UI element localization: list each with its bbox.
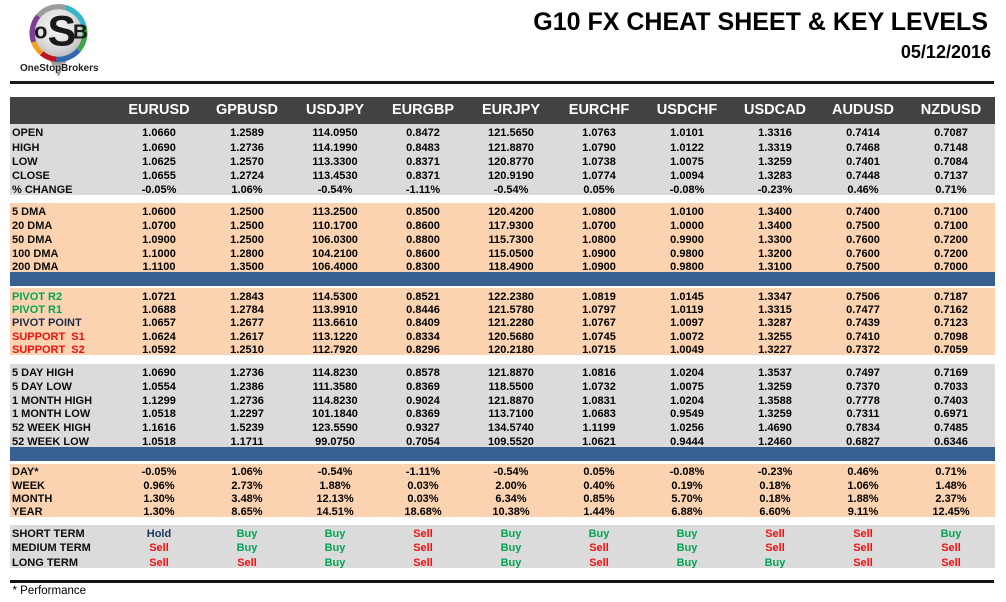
svg-text:o: o	[34, 19, 47, 44]
svg-text:S: S	[48, 8, 77, 56]
svg-text:B: B	[73, 21, 88, 44]
